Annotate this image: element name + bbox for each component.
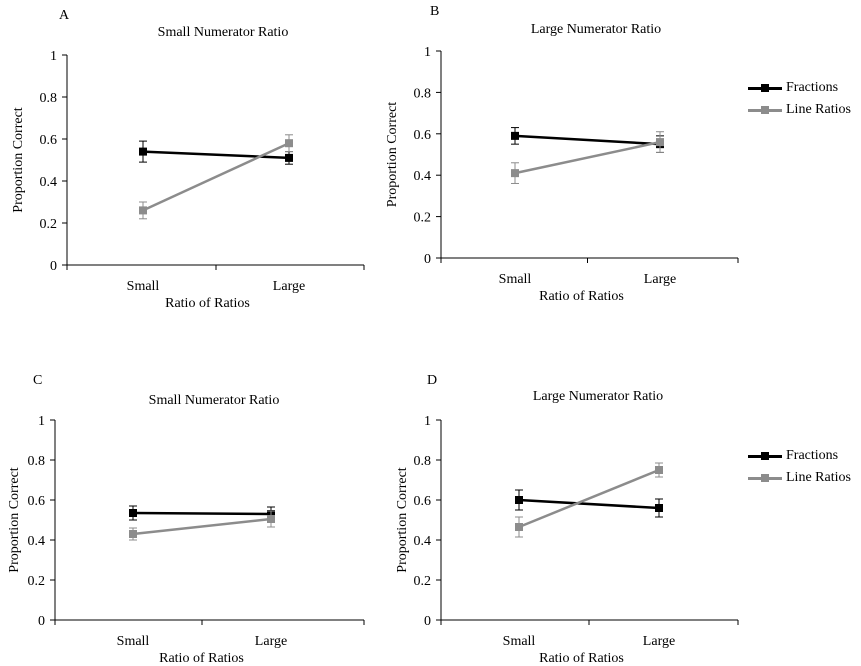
chart-panel-c: C Small Numerator Ratio 0 0.2 0.4 0.6 0.8 1 Sm… bbox=[0, 0, 420, 666]
y-tick-label: 1 bbox=[424, 414, 431, 429]
legend-label-fractions: Fractions bbox=[786, 448, 839, 463]
legend-item-fractions: Fractions bbox=[748, 77, 851, 99]
chart-legend: Fractions Line Ratios bbox=[748, 445, 851, 489]
x-tick-label: Small bbox=[499, 272, 532, 287]
series-line-line-ratios bbox=[514, 140, 661, 175]
y-tick-label: 0.6 bbox=[414, 128, 432, 143]
y-tick-label: 1 bbox=[38, 414, 45, 429]
y-tick-label: 0.2 bbox=[414, 211, 432, 226]
data-point-line-ratios bbox=[267, 515, 275, 523]
chart-title: Large Numerator Ratio bbox=[532, 389, 664, 404]
series-line-fractions bbox=[514, 134, 661, 146]
y-tick-label: 0.2 bbox=[40, 217, 58, 232]
x-tick-label: Small bbox=[127, 279, 160, 294]
y-tick-label: 0 bbox=[424, 614, 431, 629]
data-point-line-ratios bbox=[656, 138, 664, 147]
chart-plot: 0 0.2 0.4 0.6 0.8 1 Small Large Ratio of Ratios P… bbox=[385, 45, 739, 304]
y-tick-label: 0.4 bbox=[414, 169, 432, 184]
y-tick-label: 0.6 bbox=[40, 133, 58, 148]
series-line-line-ratios bbox=[142, 142, 290, 212]
y-axis-title: Proportion Correct bbox=[7, 467, 22, 572]
chart-panel-a: A Small Numerator Ratio 0 0.2 0.4 0.6 0.8 1 Sm… bbox=[0, 0, 420, 330]
panel-label: D bbox=[427, 373, 438, 388]
data-point-line-ratios bbox=[655, 466, 663, 474]
legend-swatch-line-ratios bbox=[748, 103, 782, 117]
legend-swatch-line-ratios bbox=[748, 471, 782, 485]
panel-label: C bbox=[33, 373, 43, 388]
chart-title: Large Numerator Ratio bbox=[530, 22, 662, 37]
x-tick-label: Large bbox=[273, 279, 305, 294]
y-tick-label: 1 bbox=[424, 45, 431, 60]
y-tick-label: 0 bbox=[50, 259, 57, 274]
legend-item-fractions: Fractions bbox=[748, 445, 851, 467]
y-axis-title: Proportion Correct bbox=[385, 102, 400, 207]
y-tick-label: 0.8 bbox=[414, 86, 432, 101]
y-tick-label: 0.4 bbox=[28, 534, 46, 549]
x-axis-title: Ratio of Ratios bbox=[159, 651, 244, 666]
y-axis-title: Proportion Correct bbox=[11, 107, 26, 212]
data-point-fractions bbox=[515, 496, 523, 504]
y-tick-label: 0.4 bbox=[40, 175, 58, 190]
legend-label-line-ratios: Line Ratios bbox=[786, 102, 851, 117]
x-tick-label: Large bbox=[644, 272, 676, 287]
y-tick-label: 0.6 bbox=[414, 494, 432, 509]
y-tick-label: 0.8 bbox=[28, 454, 46, 469]
panel-label: B bbox=[430, 4, 440, 19]
x-tick-label: Small bbox=[117, 634, 150, 649]
x-axis-title: Ratio of Ratios bbox=[539, 289, 624, 304]
y-tick-label: 0.2 bbox=[28, 574, 46, 589]
data-point-line-ratios bbox=[129, 530, 137, 538]
y-tick-label: 0.2 bbox=[414, 574, 432, 589]
series-line-fractions bbox=[518, 498, 660, 510]
x-axis-title: Ratio of Ratios bbox=[165, 296, 250, 311]
chart-plot: 0 0.2 0.4 0.6 0.8 1 Small Large Ratio of Ratios P… bbox=[11, 49, 365, 311]
chart-legend: Fractions Line Ratios bbox=[748, 77, 851, 121]
legend-swatch-fractions bbox=[748, 449, 782, 463]
panel-label: A bbox=[59, 8, 70, 23]
x-axis-title: Ratio of Ratios bbox=[539, 651, 624, 666]
y-tick-label: 0.8 bbox=[40, 91, 58, 106]
data-point-fractions bbox=[511, 131, 519, 140]
legend-label-fractions: Fractions bbox=[786, 80, 839, 95]
series-line-line-ratios bbox=[132, 517, 272, 536]
series-line-fractions bbox=[142, 150, 290, 160]
y-tick-label: 1 bbox=[50, 49, 57, 64]
data-point-fractions bbox=[285, 153, 293, 162]
series-line-line-ratios bbox=[518, 468, 660, 529]
data-point-fractions bbox=[129, 509, 137, 517]
data-point-fractions bbox=[655, 504, 663, 512]
y-axis-title: Proportion Correct bbox=[395, 467, 410, 572]
legend-item-line-ratios: Line Ratios bbox=[748, 467, 851, 489]
chart-plot: 0 0.2 0.4 0.6 0.8 1 Small Large Ratio of Ratios P… bbox=[7, 414, 365, 666]
data-point-line-ratios bbox=[285, 139, 293, 148]
y-tick-label: 0 bbox=[424, 252, 431, 267]
y-tick-label: 0.6 bbox=[28, 494, 46, 509]
chart-title: Small Numerator Ratio bbox=[157, 25, 289, 40]
series-line-fractions bbox=[132, 511, 272, 516]
y-tick-label: 0.4 bbox=[414, 534, 432, 549]
data-point-line-ratios bbox=[511, 169, 519, 178]
data-point-fractions bbox=[139, 147, 147, 156]
y-tick-label: 0.8 bbox=[414, 454, 432, 469]
y-tick-label: 0 bbox=[38, 614, 45, 629]
chart-panel-b: B Large Numerator Ratio 0 0.2 0.4 0.6 0.8 1 Sm… bbox=[0, 0, 861, 330]
data-point-line-ratios bbox=[139, 206, 147, 215]
x-tick-label: Large bbox=[643, 634, 675, 649]
legend-item-line-ratios: Line Ratios bbox=[748, 99, 851, 121]
x-tick-label: Large bbox=[255, 634, 287, 649]
legend-label-line-ratios: Line Ratios bbox=[786, 470, 851, 485]
chart-title: Small Numerator Ratio bbox=[148, 393, 280, 408]
x-tick-label: Small bbox=[503, 634, 536, 649]
data-point-line-ratios bbox=[515, 523, 523, 531]
legend-swatch-fractions bbox=[748, 81, 782, 95]
